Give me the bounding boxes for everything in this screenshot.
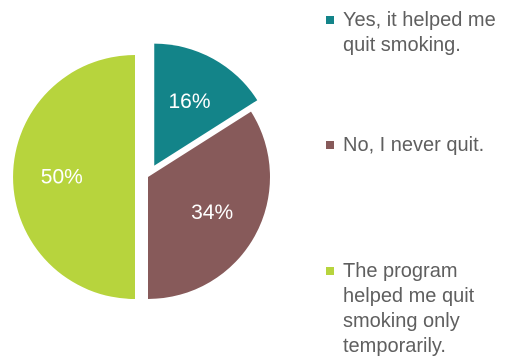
- legend-label-temporarily: The program helped me quit smoking only …: [343, 260, 475, 357]
- legend-swatch-temporarily: [326, 267, 334, 275]
- slice-yes: [154, 43, 258, 166]
- legend-swatch-yes: [326, 16, 334, 24]
- legend-label-yes: Yes, it helped me quit smoking.: [343, 9, 496, 56]
- legend-item-yes: Yes, it helped me quit smoking.: [326, 8, 516, 58]
- legend-label-no: No, I never quit.: [343, 134, 485, 156]
- legend: Yes, it helped me quit smoking. No, I ne…: [326, 0, 516, 362]
- slice-temporarily: [13, 55, 136, 299]
- slice-label-no: 34%: [191, 201, 233, 224]
- slice-no: [148, 111, 270, 300]
- slice-label-yes: 16%: [169, 90, 211, 113]
- legend-item-no: No, I never quit.: [326, 133, 516, 158]
- legend-item-temporarily: The program helped me quit smoking only …: [326, 259, 516, 359]
- legend-swatch-no: [326, 141, 334, 149]
- slice-label-temporarily: 50%: [41, 166, 83, 189]
